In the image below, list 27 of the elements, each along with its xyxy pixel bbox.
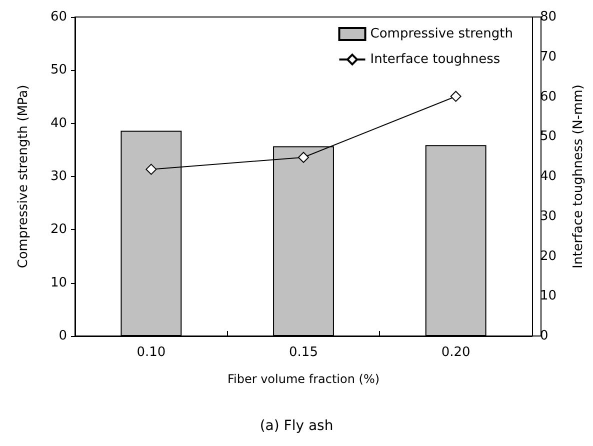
y-tick-label: 30 — [50, 169, 67, 184]
text: (a) Fly ash — [260, 418, 334, 434]
point — [298, 152, 309, 163]
legend-label: Compressive strength — [370, 26, 514, 42]
y-tick-label: 0 — [58, 328, 67, 344]
x-axis-title: Fiber volume fraction (%) — [227, 372, 380, 386]
y2-tick-label: 70 — [540, 49, 557, 64]
point — [146, 164, 157, 175]
x-tick-label: 0.20 — [441, 345, 470, 360]
point — [450, 90, 462, 102]
y2-tick-label: 10 — [540, 288, 557, 304]
y2-tick-label: 20 — [540, 248, 557, 264]
y2-tick-label: 30 — [540, 208, 557, 224]
y2-tick-label: 40 — [540, 169, 557, 184]
y-tick-label: 60 — [50, 10, 67, 24]
y2-axis-title: Interface toughness (N-mm) — [571, 84, 586, 268]
y-tick-label: 20 — [50, 222, 67, 238]
y2-tick-label: 60 — [540, 89, 557, 104]
y-tick-label: 10 — [50, 275, 67, 290]
y2-tick-label: 50 — [540, 129, 557, 144]
legend-label: Interface toughness — [370, 52, 500, 67]
y-axis-title: Compressive strength (MPa) — [16, 84, 31, 268]
y-tick-label: 40 — [50, 116, 67, 131]
x-tick-label: 0.10 — [136, 345, 166, 360]
y2-tick-label: 80 — [540, 10, 557, 24]
x-tick-label: 0.15 — [289, 345, 318, 360]
y-tick-label: 50 — [50, 62, 67, 78]
